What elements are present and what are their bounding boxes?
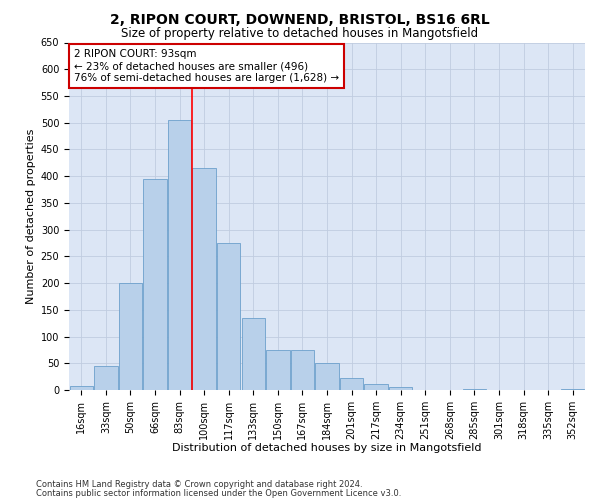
Bar <box>463 389 486 390</box>
Bar <box>340 378 363 390</box>
Bar <box>193 168 216 390</box>
Y-axis label: Number of detached properties: Number of detached properties <box>26 128 37 304</box>
Bar <box>70 386 93 390</box>
Bar <box>119 283 142 390</box>
Text: Contains public sector information licensed under the Open Government Licence v3: Contains public sector information licen… <box>36 489 401 498</box>
Bar <box>168 120 191 390</box>
Bar <box>266 350 290 390</box>
Bar <box>242 318 265 390</box>
Bar <box>217 243 241 390</box>
Bar <box>561 389 584 390</box>
Text: Size of property relative to detached houses in Mangotsfield: Size of property relative to detached ho… <box>121 28 479 40</box>
Bar <box>316 364 338 390</box>
Text: 2, RIPON COURT, DOWNEND, BRISTOL, BS16 6RL: 2, RIPON COURT, DOWNEND, BRISTOL, BS16 6… <box>110 12 490 26</box>
Bar <box>364 384 388 390</box>
Text: 2 RIPON COURT: 93sqm
← 23% of detached houses are smaller (496)
76% of semi-deta: 2 RIPON COURT: 93sqm ← 23% of detached h… <box>74 50 339 82</box>
Bar <box>143 179 167 390</box>
X-axis label: Distribution of detached houses by size in Mangotsfield: Distribution of detached houses by size … <box>172 444 482 454</box>
Bar <box>389 388 412 390</box>
Text: Contains HM Land Registry data © Crown copyright and database right 2024.: Contains HM Land Registry data © Crown c… <box>36 480 362 489</box>
Bar <box>94 366 118 390</box>
Bar <box>291 350 314 390</box>
